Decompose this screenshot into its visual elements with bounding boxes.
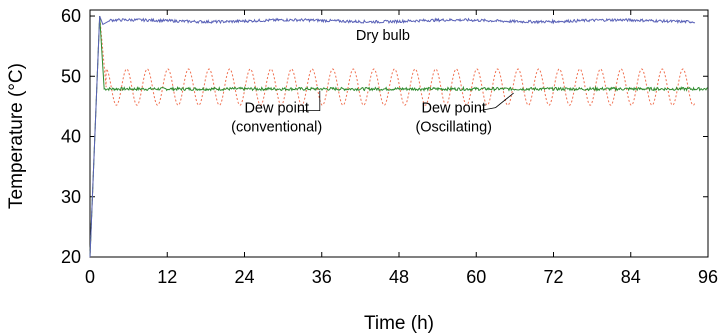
y-tick-label: 60: [61, 6, 81, 26]
x-tick-label: 36: [312, 267, 332, 287]
x-tick-label: 48: [389, 267, 409, 287]
annotation-label: Dry bulb: [356, 28, 410, 44]
annotation-label: (conventional): [231, 120, 322, 136]
x-tick-label: 96: [698, 267, 718, 287]
dry-bulb-line: [89, 15, 696, 258]
x-axis-title: Time (h): [364, 313, 434, 334]
dew-point-conventional-line: [89, 15, 708, 258]
x-tick-label: 84: [621, 267, 641, 287]
x-tick-label: 12: [157, 267, 177, 287]
annotation-label: (Oscillating): [415, 120, 492, 136]
axis-ticks: 0 12 24 36 48 60 72 84 96 20 30 40 50 60: [61, 6, 718, 287]
dew-point-oscillating-line: [89, 15, 696, 258]
annotation-pointer: [479, 92, 514, 111]
y-tick-label: 20: [61, 247, 81, 267]
x-tick-label: 72: [543, 267, 563, 287]
x-tick-label: 0: [85, 267, 95, 287]
annotation-pointer: [299, 90, 321, 111]
annotations: Dry bulb Dew point (conventional) Dew point…: [231, 28, 514, 136]
annotation-label: Dew point: [421, 100, 485, 116]
x-tick-label: 24: [234, 267, 254, 287]
y-tick-label: 40: [61, 127, 81, 147]
y-axis-title: Temperature (°C): [6, 63, 27, 209]
series-group: [89, 15, 708, 258]
annotation-label: Dew point: [244, 100, 308, 116]
x-tick-label: 60: [466, 267, 486, 287]
y-tick-label: 50: [61, 66, 81, 86]
y-tick-label: 30: [61, 187, 81, 207]
plot-frame: [89, 9, 709, 258]
